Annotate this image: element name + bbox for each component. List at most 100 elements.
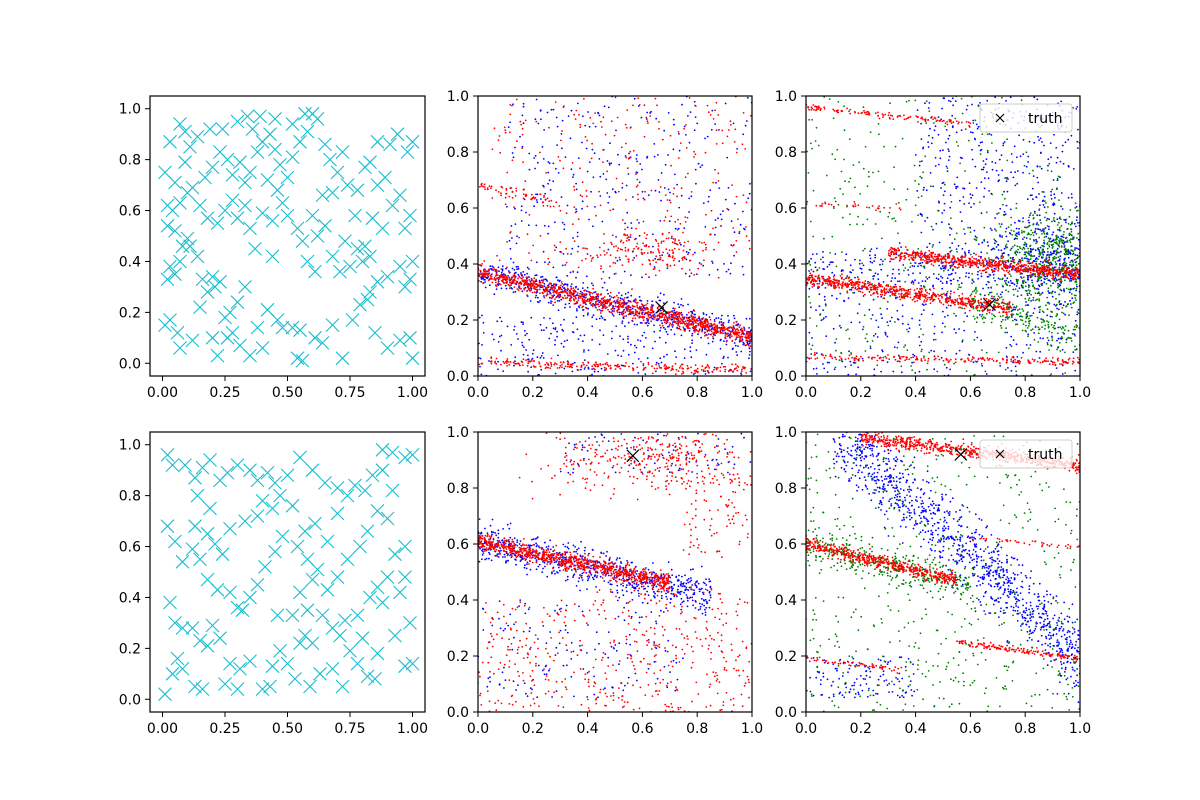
data-point (672, 313, 675, 316)
data-point (592, 256, 594, 259)
data-point (706, 135, 709, 138)
data-point (633, 97, 636, 100)
data-point (1090, 293, 1092, 295)
data-point (937, 163, 940, 166)
data-point (345, 313, 360, 327)
data-point (950, 279, 953, 282)
data-point (737, 334, 740, 337)
data-point (730, 244, 733, 247)
data-point (868, 290, 871, 293)
data-point (709, 189, 712, 192)
data-point (550, 357, 553, 360)
data-point (651, 372, 654, 375)
data-point (557, 354, 559, 357)
data-point (293, 134, 307, 149)
data-point (1015, 285, 1018, 287)
data-point (520, 123, 523, 126)
data-point (584, 297, 587, 299)
data-point (608, 302, 611, 304)
data-point (1056, 247, 1059, 250)
data-point (923, 186, 925, 189)
data-point (636, 366, 639, 369)
data-point (564, 365, 567, 368)
data-point (558, 296, 561, 299)
data-point (639, 321, 642, 324)
data-point (551, 296, 554, 299)
data-point (683, 241, 686, 244)
data-point (1061, 150, 1064, 153)
data-point (549, 367, 552, 369)
data-point (559, 241, 562, 244)
data-point (620, 364, 623, 367)
data-point (542, 184, 544, 187)
data-point (539, 110, 542, 112)
data-point (659, 329, 661, 332)
data-point (616, 311, 619, 314)
data-point (627, 307, 630, 310)
data-point (544, 199, 547, 201)
data-point (645, 237, 648, 240)
data-point (1022, 138, 1025, 141)
data-point (512, 361, 515, 364)
data-point (548, 261, 551, 264)
data-point (920, 340, 923, 343)
data-point (627, 321, 630, 324)
data-point (945, 165, 948, 168)
data-point (1036, 98, 1039, 101)
data-point (539, 235, 542, 237)
data-point (493, 276, 496, 279)
data-point (939, 157, 942, 160)
data-point (735, 195, 738, 198)
data-point (1016, 235, 1018, 238)
data-point (1032, 238, 1035, 241)
data-point (513, 286, 516, 288)
data-point (524, 119, 527, 122)
data-point (1088, 270, 1090, 272)
x-tick-label: 1.0 (741, 385, 763, 401)
data-point (1035, 238, 1037, 241)
data-point (969, 226, 972, 229)
data-point (615, 245, 617, 248)
data-point (1010, 229, 1013, 232)
data-point (596, 295, 599, 297)
data-point (945, 129, 948, 131)
data-point (1000, 223, 1003, 226)
data-point (627, 157, 630, 160)
data-point (657, 248, 659, 251)
data-point (635, 186, 638, 188)
data-point (655, 319, 658, 321)
data-point (685, 322, 688, 325)
data-point (659, 366, 661, 369)
data-point (613, 310, 615, 313)
data-point (624, 228, 626, 231)
data-point (633, 238, 636, 241)
data-point (937, 278, 940, 281)
data-point (748, 354, 751, 356)
data-point (614, 256, 617, 259)
data-point (606, 362, 608, 364)
data-point (600, 120, 602, 123)
data-point (1055, 263, 1057, 266)
data-point (630, 301, 632, 303)
data-point (598, 317, 601, 320)
data-point (537, 122, 540, 125)
data-point (556, 335, 558, 338)
data-point (867, 280, 869, 283)
data-point (576, 292, 579, 294)
data-point (631, 304, 634, 307)
data-point (556, 294, 559, 296)
data-point (554, 291, 557, 293)
data-point (711, 262, 714, 264)
data-point (1025, 243, 1028, 246)
data-point (592, 176, 595, 179)
data-point (658, 313, 661, 316)
data-point (1067, 196, 1070, 199)
data-point (661, 324, 664, 327)
data-point (545, 362, 548, 364)
data-point (745, 317, 748, 320)
data-point (509, 121, 511, 124)
data-point (656, 104, 658, 107)
data-point (737, 345, 739, 347)
data-point (1040, 283, 1043, 286)
data-point (980, 181, 983, 184)
